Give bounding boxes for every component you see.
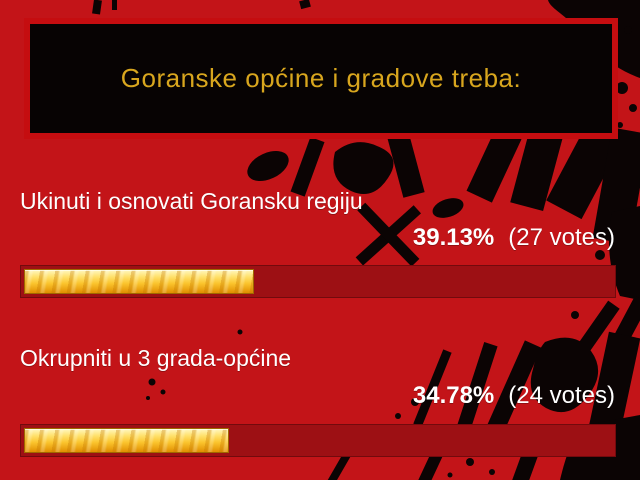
vote-bar-track-2	[20, 424, 616, 457]
poll-option-percent-2: 34.78%	[412, 382, 495, 409]
vote-bar-fill-1	[24, 269, 255, 294]
poll-option-label-2: Okrupniti u 3 grada-općine	[20, 345, 292, 371]
poll-option-stats-2: 34.78% (24 votes)	[413, 382, 615, 410]
poll-option-label-1: Ukinuti i osnovati Goransku regiju	[20, 188, 363, 214]
vote-bar-track-1	[20, 265, 616, 298]
vote-bar-fill-2	[24, 428, 229, 453]
poll-option-votes-1: (27 votes)	[508, 224, 615, 251]
poll-option-stats-1: 39.13% (27 votes)	[413, 224, 615, 252]
poll-option-votes-2: (24 votes)	[508, 382, 615, 409]
poll-option-percent-1: 39.13%	[412, 224, 495, 251]
poll-question-box: Goranske općine i gradove treba:	[24, 18, 618, 139]
poll-question: Goranske općine i gradove treba:	[120, 63, 522, 93]
